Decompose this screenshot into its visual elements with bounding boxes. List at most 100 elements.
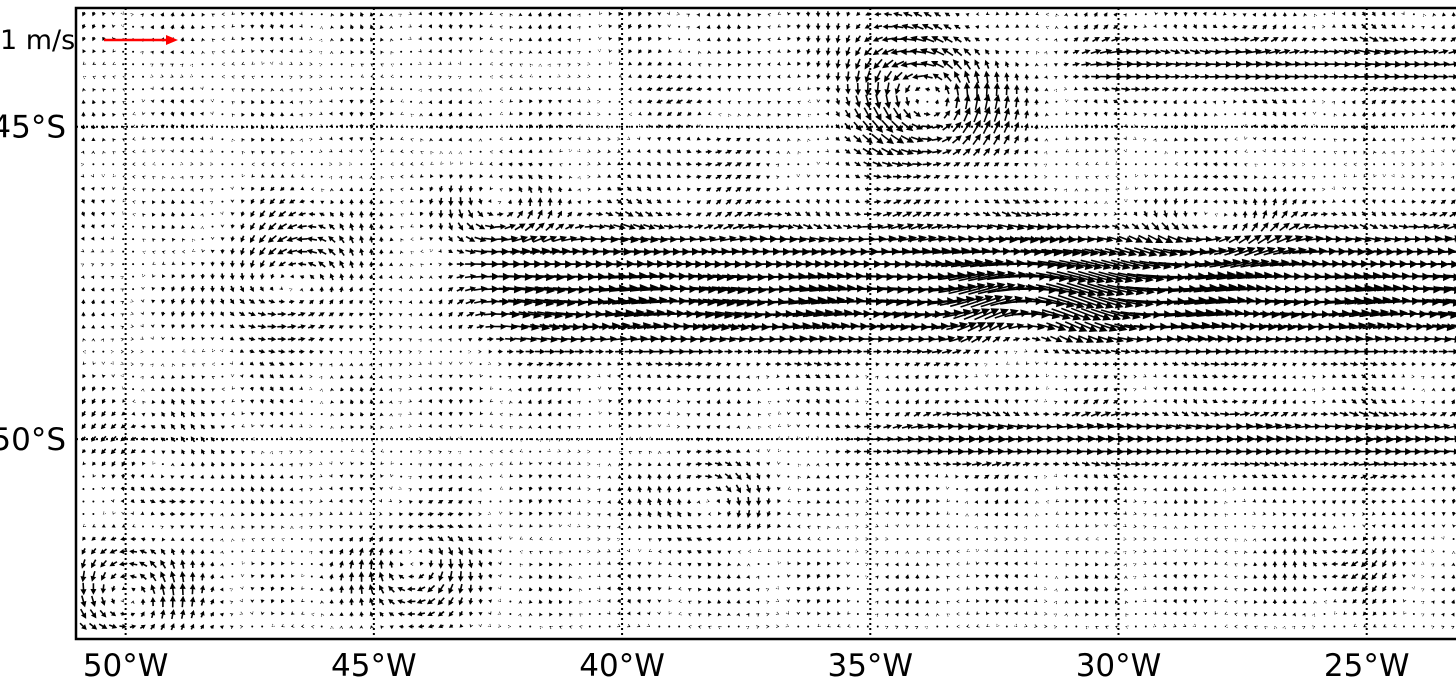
velocity-arrow: [855, 500, 859, 505]
velocity-arrow: [1035, 37, 1039, 42]
velocity-arrow: [1053, 473, 1057, 478]
velocity-arrow: [648, 450, 653, 455]
velocity-arrow: [241, 424, 245, 428]
velocity-arrow: [980, 295, 1013, 308]
velocity-arrow: [267, 336, 277, 342]
velocity-arrow: [299, 275, 305, 280]
velocity-arrow: [845, 186, 850, 191]
velocity-arrow: [926, 523, 931, 528]
velocity-arrow: [1055, 511, 1060, 515]
velocity-arrow: [825, 73, 831, 81]
velocity-arrow: [519, 425, 523, 430]
velocity-arrow: [80, 249, 85, 253]
velocity-arrow: [992, 211, 1002, 217]
velocity-arrow: [971, 336, 983, 343]
velocity-arrow: [82, 374, 86, 379]
velocity-arrow: [301, 586, 305, 590]
velocity-arrow: [1006, 361, 1010, 365]
velocity-arrow: [668, 49, 672, 53]
velocity-arrow: [499, 449, 503, 454]
velocity-arrow: [389, 560, 394, 568]
velocity-arrow: [448, 411, 453, 417]
velocity-arrow: [231, 550, 234, 553]
velocity-arrow: [309, 362, 314, 367]
velocity-arrow: [797, 436, 801, 440]
velocity-arrow: [607, 512, 611, 517]
velocity-arrow: [1045, 38, 1048, 41]
velocity-arrow: [568, 587, 573, 592]
velocity-arrow: [241, 112, 245, 117]
velocity-arrow: [210, 175, 214, 179]
velocity-arrow: [637, 473, 642, 480]
velocity-arrow: [1043, 349, 1049, 354]
velocity-arrow: [281, 75, 284, 78]
velocity-arrow: [299, 463, 303, 467]
velocity-arrow: [150, 437, 156, 442]
velocity-arrow: [884, 550, 889, 555]
velocity-arrow: [448, 235, 453, 242]
velocity-arrow: [993, 148, 1000, 156]
velocity-arrow: [279, 486, 285, 492]
velocity-arrow: [410, 224, 414, 228]
velocity-arrow: [359, 99, 364, 104]
velocity-arrow: [687, 588, 692, 592]
velocity-arrow: [811, 272, 845, 280]
velocity-arrow: [410, 251, 414, 255]
velocity-arrow: [747, 25, 752, 30]
velocity-arrow: [289, 399, 294, 404]
velocity-arrow: [438, 411, 443, 417]
velocity-arrow: [339, 474, 344, 479]
velocity-arrow: [1053, 361, 1058, 365]
velocity-arrow: [638, 450, 643, 455]
velocity-arrow: [736, 387, 741, 392]
velocity-arrow: [369, 386, 374, 392]
velocity-arrow: [685, 361, 693, 367]
velocity-arrow: [845, 487, 849, 492]
velocity-arrow: [398, 486, 402, 490]
velocity-arrow: [549, 136, 553, 141]
velocity-arrow: [1035, 386, 1040, 391]
velocity-arrow: [995, 363, 998, 366]
velocity-arrow: [638, 111, 642, 116]
velocity-arrow: [776, 486, 781, 491]
velocity-arrow: [269, 198, 276, 205]
velocity-arrow: [497, 212, 504, 217]
velocity-arrow: [745, 150, 752, 155]
velocity-arrow: [535, 222, 545, 232]
velocity-arrow: [191, 399, 196, 405]
velocity-arrow: [130, 449, 136, 454]
velocity-arrow: [567, 124, 572, 129]
velocity-arrow: [1064, 361, 1069, 366]
velocity-arrow: [875, 524, 879, 528]
velocity-arrow: [960, 258, 994, 268]
velocity-arrow: [663, 223, 675, 230]
velocity-arrow: [993, 94, 1001, 110]
velocity-arrow: [577, 38, 581, 42]
velocity-arrow: [984, 186, 989, 191]
velocity-arrow: [1054, 588, 1058, 592]
velocity-arrow: [827, 548, 831, 553]
velocity-arrow: [142, 461, 146, 466]
velocity-arrow: [1024, 611, 1028, 615]
velocity-arrow: [348, 571, 355, 582]
velocity-arrow: [967, 235, 987, 243]
velocity-arrow: [221, 100, 224, 103]
velocity-arrow: [577, 51, 581, 55]
velocity-arrow: [587, 124, 591, 128]
velocity-arrow: [855, 35, 862, 43]
velocity-arrow: [797, 536, 801, 541]
velocity-arrow: [539, 612, 543, 617]
velocity-arrow: [241, 186, 245, 191]
velocity-arrow: [777, 49, 781, 53]
velocity-arrow: [438, 236, 443, 242]
velocity-arrow: [796, 599, 801, 604]
velocity-arrow: [509, 511, 513, 516]
velocity-arrow: [329, 473, 333, 478]
velocity-arrow: [678, 587, 682, 591]
velocity-arrow: [657, 485, 662, 493]
velocity-arrow: [825, 487, 830, 492]
velocity-arrow: [637, 386, 642, 392]
velocity-arrow: [1024, 487, 1029, 492]
velocity-arrow: [638, 36, 642, 42]
velocity-arrow: [80, 595, 87, 608]
